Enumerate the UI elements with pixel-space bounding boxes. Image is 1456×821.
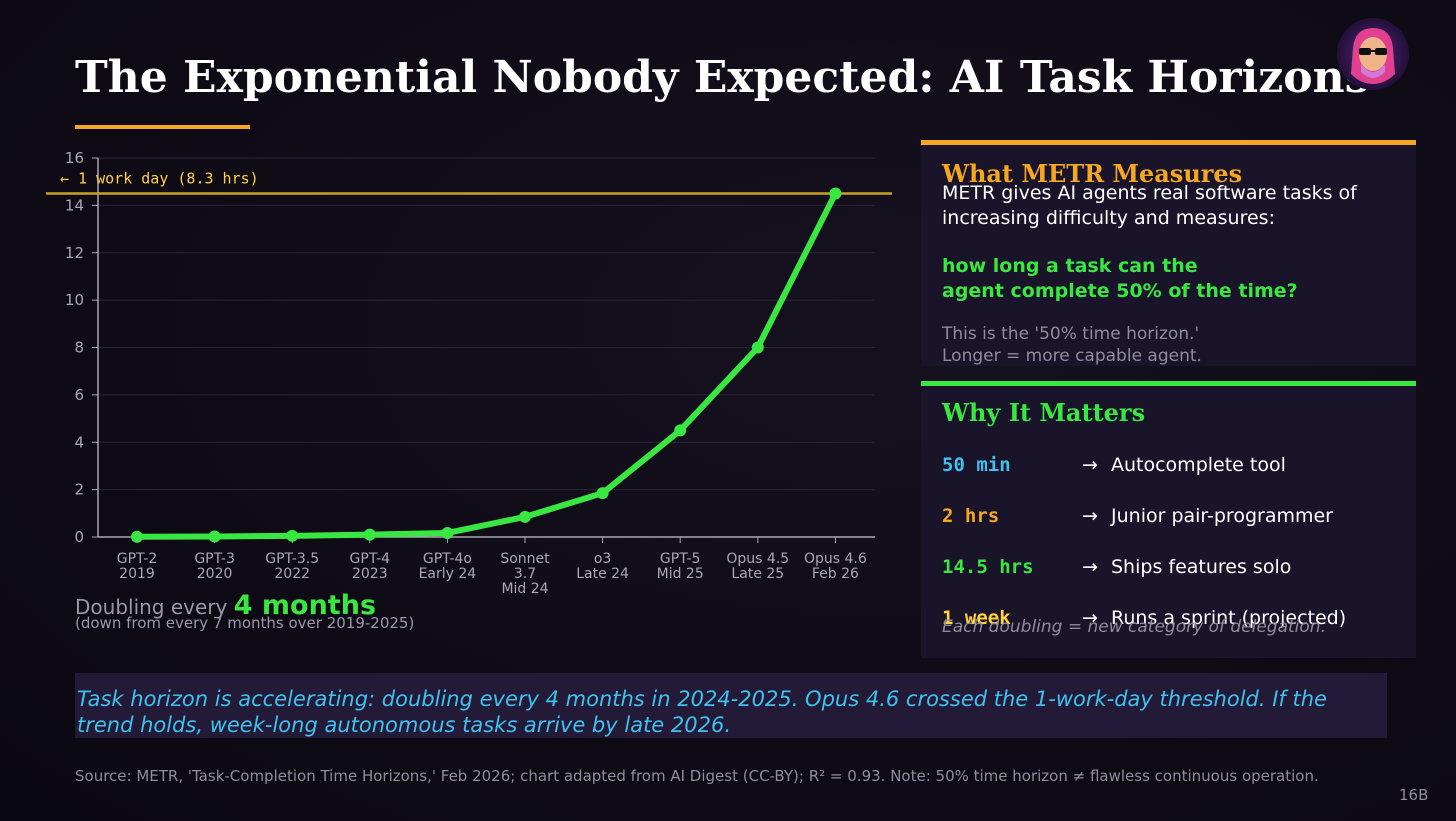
panel2-note: Each doubling = new category of delegati… — [942, 617, 1326, 637]
x-tick-label: GPT-5 Mid 25 — [657, 551, 704, 582]
x-tick-label: Opus 4.5 Late 25 — [726, 551, 789, 582]
x-tick-label-line: GPT-4 — [350, 551, 391, 567]
doubling-sub: (down from every 7 months over 2019-2025… — [75, 614, 415, 632]
x-tick-label-line: 2023 — [352, 566, 388, 582]
slide-number: 16B — [1399, 786, 1429, 804]
y-tick-label: 8 — [74, 339, 84, 357]
data-point — [829, 187, 842, 200]
title-underline — [75, 125, 250, 129]
matters-value: 2 hrs — [942, 505, 1000, 527]
threshold-line-group: ← 1 work day (8.3 hrs) — [46, 170, 892, 195]
x-tick-label-line: 2020 — [197, 566, 233, 582]
data-point — [751, 341, 764, 354]
x-tick-label-line: o3 — [594, 551, 611, 567]
x-tick-label-line: 2022 — [274, 566, 310, 582]
x-tick-label: GPT-4o Early 24 — [419, 551, 477, 582]
series-line-group — [131, 187, 842, 543]
threshold-label: ← 1 work day (8.3 hrs) — [60, 170, 259, 188]
panel-why-it-matters: Why It Matters 50 min → Autocomplete too… — [921, 381, 1416, 658]
panel1-body: METR gives AI agents real software tasks… — [942, 182, 1357, 229]
y-tick-label: 10 — [65, 291, 84, 309]
matters-desc: Ships features solo — [1111, 556, 1292, 578]
x-tick-label-line: Feb 26 — [812, 566, 859, 582]
panel1-highlight-line2: agent complete 50% of the time? — [942, 279, 1298, 302]
x-tick-label: GPT-4 2023 — [350, 551, 391, 582]
doubling-stat: Doubling every 4 months — [75, 590, 376, 621]
x-tick-label-line: Early 24 — [419, 566, 477, 582]
arrow-icon: → — [1082, 505, 1098, 527]
data-point — [674, 424, 687, 437]
x-tick-label: Opus 4.6 Feb 26 — [804, 551, 867, 582]
x-tick-label-line: Mid 25 — [657, 566, 704, 582]
panel1-heading: What METR Measures — [942, 159, 1243, 188]
presenter-avatar — [1337, 18, 1409, 90]
x-tick-label-line: 2019 — [119, 566, 155, 582]
panel1-highlight-line1: how long a task can the — [942, 255, 1198, 277]
panel1-note: This is the '50% time horizon.' Longer =… — [942, 323, 1402, 367]
y-tick-label: 2 — [74, 481, 84, 499]
x-tick-label-line: Late 25 — [731, 566, 784, 582]
series-line — [134, 190, 839, 540]
panel1-note-line1: This is the '50% time horizon.' — [942, 324, 1200, 344]
x-tick-label-line: Opus 4.6 — [804, 551, 867, 567]
data-point — [363, 528, 376, 541]
y-tick-label: 16 — [65, 149, 84, 167]
data-point — [208, 530, 221, 543]
x-tick-label-line: 3.7 — [514, 566, 536, 582]
x-tick-label: Sonnet 3.7 Mid 24 — [500, 551, 550, 597]
slide-title: The Exponential Nobody Expected: AI Task… — [75, 52, 1370, 103]
doubling-value: 4 months — [233, 590, 377, 621]
arrow-icon: → — [1082, 454, 1098, 476]
panel1-highlight: how long a task can the agent complete 5… — [942, 254, 1402, 303]
chart-gridlines — [98, 157, 875, 491]
x-tick-label: o3 Late 24 — [576, 551, 629, 582]
data-point — [286, 529, 299, 542]
x-tick-label-line: GPT-2 — [117, 551, 158, 567]
matters-desc: Runs a sprint (projected) — [1111, 607, 1347, 629]
panel-what-metr-measures: What METR Measures METR gives AI agents … — [921, 140, 1416, 366]
matters-desc: Autocomplete tool — [1111, 454, 1286, 476]
y-tick-label: 6 — [74, 386, 84, 404]
y-tick-label: 12 — [65, 244, 84, 262]
y-tick-label: 14 — [65, 196, 84, 214]
x-tick-label-line: GPT-3 — [194, 551, 235, 567]
matters-value: 14.5 hrs — [942, 556, 1034, 578]
y-tick-label: 0 — [74, 528, 84, 546]
panel1-note-line2: Longer = more capable agent. — [942, 346, 1202, 366]
data-point — [596, 487, 609, 500]
doubling-lead: Doubling every — [75, 595, 234, 619]
callout-text: Task horizon is accelerating: doubling e… — [77, 687, 1327, 737]
data-point — [131, 530, 143, 543]
takeaway-callout: Task horizon is accelerating: doubling e… — [75, 673, 1387, 738]
matters-value: 1 week — [942, 607, 1011, 629]
data-point — [519, 510, 531, 523]
source-citation: Source: METR, 'Task-Completion Time Hori… — [75, 767, 1319, 785]
x-tick-label-line: GPT-3.5 — [265, 551, 319, 567]
x-tick-label: GPT-2 2019 — [117, 551, 158, 582]
arrow-icon: → — [1082, 556, 1098, 578]
x-tick-label: GPT-3.5 2022 — [265, 551, 319, 582]
x-tick-label-line: Mid 24 — [501, 581, 548, 597]
x-tick-label-line: Opus 4.5 — [726, 551, 789, 567]
matters-desc: Junior pair-programmer — [1111, 505, 1333, 527]
x-tick-label-line: GPT-5 — [660, 551, 701, 567]
matters-value: 50 min — [942, 454, 1011, 476]
panel2-heading: Why It Matters — [942, 398, 1146, 427]
x-tick-label: GPT-3 2020 — [194, 551, 235, 582]
x-tick-label-line: GPT-4o — [423, 551, 472, 567]
arrow-icon: → — [1082, 607, 1098, 629]
y-tick-label: 4 — [74, 433, 84, 451]
x-tick-label-line: Sonnet — [500, 551, 550, 567]
data-point — [441, 526, 454, 539]
x-tick-label-line: Late 24 — [576, 566, 629, 582]
